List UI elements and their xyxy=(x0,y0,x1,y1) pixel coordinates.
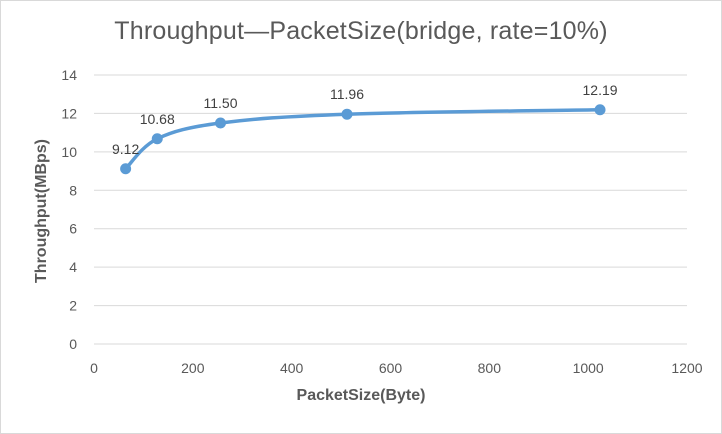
y-tick-label: 2 xyxy=(69,298,77,314)
x-tick-label: 0 xyxy=(90,360,98,376)
x-tick-label: 800 xyxy=(478,360,502,376)
series-line xyxy=(123,108,602,171)
series-layer xyxy=(120,104,606,175)
data-label: 11.50 xyxy=(204,95,238,111)
data-point xyxy=(341,108,353,120)
y-tick-label: 6 xyxy=(69,221,77,237)
x-tick-label: 600 xyxy=(379,360,403,376)
x-tick-label: 1200 xyxy=(671,360,702,376)
y-tick-label: 0 xyxy=(69,336,77,352)
x-axis-title: PacketSize(Byte) xyxy=(296,387,426,404)
y-tick-label: 14 xyxy=(61,67,77,83)
y-tick-label: 12 xyxy=(61,105,77,121)
data-point xyxy=(151,133,163,145)
y-tick-label: 4 xyxy=(69,259,77,275)
data-point xyxy=(120,163,132,175)
y-axis-title: Throughput(MBps) xyxy=(33,139,50,283)
data-point xyxy=(594,104,606,116)
y-tick-label: 8 xyxy=(69,182,77,198)
chart-title: Throughput—PacketSize(bridge, rate=10%) xyxy=(114,17,608,45)
y-tick-label: 10 xyxy=(61,144,77,160)
x-tick-label: 1000 xyxy=(573,360,604,376)
x-tick-label: 400 xyxy=(280,360,304,376)
data-point xyxy=(215,117,227,129)
data-label: 11.96 xyxy=(330,86,364,102)
data-label: 9.12 xyxy=(112,141,139,157)
data-label: 10.68 xyxy=(140,111,175,127)
data-label: 12.19 xyxy=(583,82,618,98)
x-tick-label: 200 xyxy=(181,360,205,376)
tick-labels: 0 2 4 6 8 10 12 14 0 200 400 600 800 1000 1200 xyxy=(61,67,702,376)
